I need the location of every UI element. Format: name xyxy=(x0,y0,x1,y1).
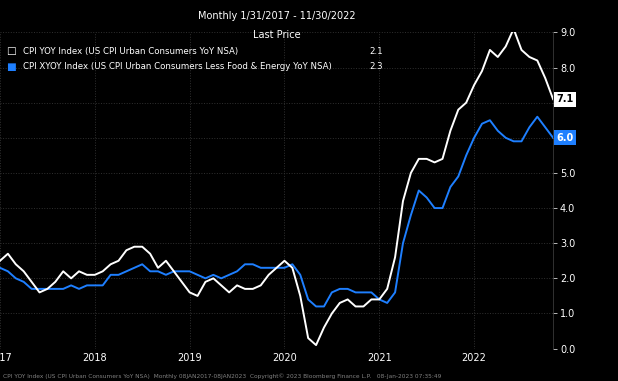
Text: 6.0: 6.0 xyxy=(556,133,574,143)
Text: CPI YOY Index (US CPI Urban Consumers YoY NSA): CPI YOY Index (US CPI Urban Consumers Yo… xyxy=(23,47,239,56)
Text: 7.1: 7.1 xyxy=(556,94,574,104)
Text: ■: ■ xyxy=(6,62,16,72)
Text: CPI YOY Index (US CPI Urban Consumers YoY NSA)  Monthly 08JAN2017-08JAN2023  Cop: CPI YOY Index (US CPI Urban Consumers Yo… xyxy=(3,373,441,379)
Text: Monthly 1/31/2017 - 11/30/2022: Monthly 1/31/2017 - 11/30/2022 xyxy=(198,11,355,21)
Text: CPI XYOY Index (US CPI Urban Consumers Less Food & Energy YoY NSA): CPI XYOY Index (US CPI Urban Consumers L… xyxy=(23,62,332,71)
Text: □: □ xyxy=(6,46,16,56)
Text: Last Price: Last Price xyxy=(253,30,300,40)
Text: 2.1: 2.1 xyxy=(370,47,383,56)
Text: 2.3: 2.3 xyxy=(370,62,383,71)
